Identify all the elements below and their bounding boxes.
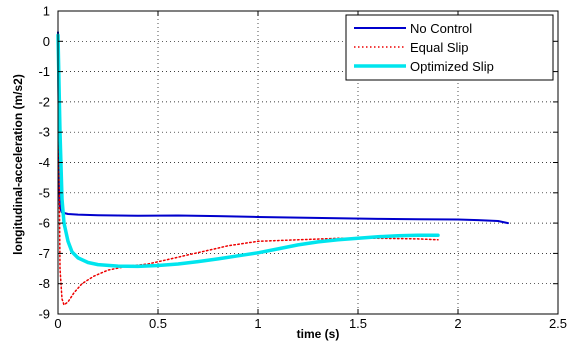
- series-lines: [56, 31, 509, 306]
- series-line-equal-slip: [57, 34, 439, 306]
- x-tick-label: 0: [54, 316, 61, 331]
- x-tick-label: 1: [254, 316, 261, 331]
- y-tick-label: -5: [38, 185, 50, 200]
- x-tick-label: 1.5: [349, 316, 367, 331]
- x-tick-label: 2.5: [549, 316, 567, 331]
- y-tick-label: -2: [38, 94, 50, 109]
- x-axis-title: time (s): [297, 327, 340, 341]
- legend: No Control Equal Slip Optimized Slip: [345, 14, 554, 81]
- x-tick-label: 0.5: [149, 316, 167, 331]
- y-tick-label: 0: [43, 34, 50, 49]
- y-tick-label: -4: [38, 155, 50, 170]
- y-tick-label: -7: [38, 246, 50, 261]
- legend-label: Optimized Slip: [410, 59, 494, 74]
- x-tick-label: 2: [454, 316, 461, 331]
- y-tick-label: -3: [38, 125, 50, 140]
- y-tick-label: -6: [38, 216, 50, 231]
- series-line-optimized-slip: [56, 33, 440, 269]
- y-tick-label: -8: [38, 276, 50, 291]
- legend-box: [345, 14, 554, 81]
- y-tick-label: 1: [43, 4, 50, 19]
- y-axis-title: longitudinal-acceleration (m/s2): [11, 74, 25, 255]
- legend-label: No Control: [410, 21, 472, 36]
- axis-ticks: 0 0.5 1 1.5 2 2.5 1 0 -1 -2 -3 -4 -5 -6 -7 -8 -9: [38, 4, 567, 332]
- y-tick-label: -1: [38, 64, 50, 79]
- y-tick-label: -9: [38, 307, 50, 322]
- legend-label: Equal Slip: [410, 40, 469, 55]
